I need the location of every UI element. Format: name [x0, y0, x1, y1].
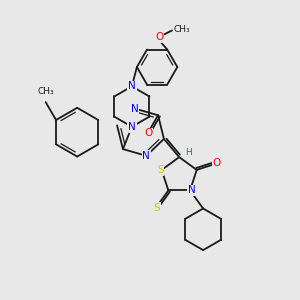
Text: H: H [185, 148, 191, 157]
Text: S: S [153, 203, 160, 213]
Text: O: O [213, 158, 221, 168]
Text: N: N [188, 185, 195, 196]
Text: N: N [128, 122, 136, 132]
Text: N: N [131, 103, 139, 113]
Text: O: O [155, 32, 164, 42]
Text: O: O [144, 128, 152, 139]
Text: S: S [157, 165, 164, 175]
Text: N: N [128, 81, 136, 92]
Text: N: N [142, 151, 150, 161]
Text: CH₃: CH₃ [38, 87, 54, 96]
Text: CH₃: CH₃ [173, 26, 190, 34]
